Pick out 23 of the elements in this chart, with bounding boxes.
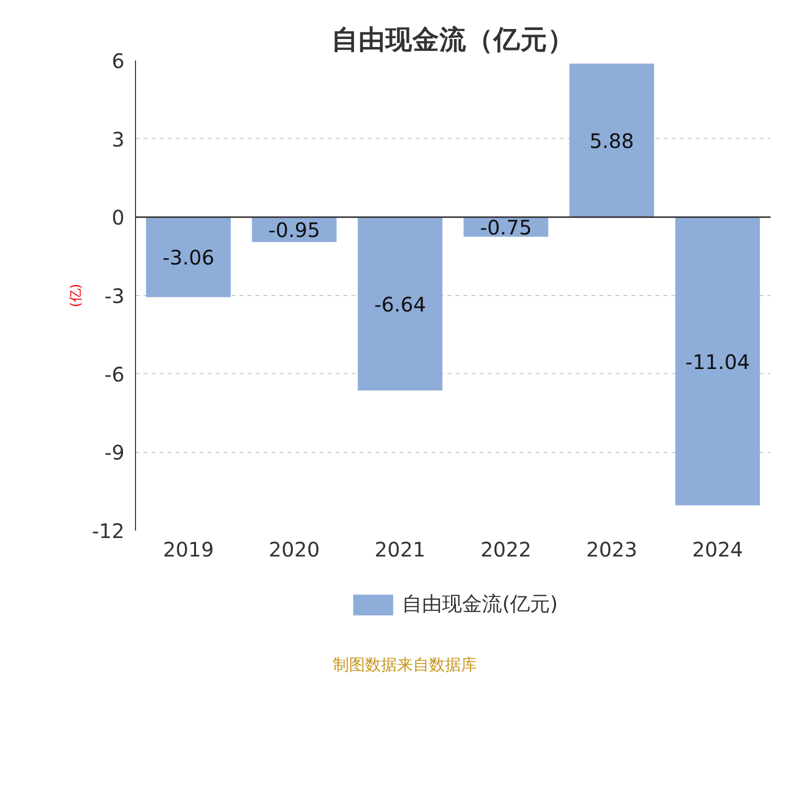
data-label: 5.88 [589, 128, 634, 153]
y-tick-label: -3 [104, 284, 125, 308]
y-tick-label: -12 [92, 519, 125, 543]
y-tick-label: 6 [112, 49, 125, 73]
x-tick-label: 2022 [480, 538, 532, 562]
data-label: -6.64 [374, 292, 426, 316]
x-tick-label: 2019 [162, 538, 214, 562]
y-tick-label: -9 [104, 440, 125, 465]
data-label: -0.95 [268, 218, 320, 242]
chart-title: 自由现金流（亿元） [332, 24, 574, 56]
data-label: -11.04 [685, 350, 750, 374]
y-tick-label: 0 [112, 206, 125, 230]
x-tick-label: 2020 [268, 538, 320, 562]
y-axis-title: (亿) [68, 284, 84, 308]
x-tick-label: 2024 [692, 538, 744, 562]
y-tick-label: -6 [104, 362, 125, 386]
x-tick-label: 2021 [374, 538, 426, 562]
data-label: -3.06 [162, 246, 214, 270]
data-label: -0.75 [480, 215, 532, 240]
x-tick-label: 2023 [586, 538, 638, 562]
y-tick-label: 3 [112, 127, 125, 152]
text: 制图数据来自数据库 [333, 654, 477, 676]
legend-label: 自由现金流(亿元) [402, 590, 558, 618]
